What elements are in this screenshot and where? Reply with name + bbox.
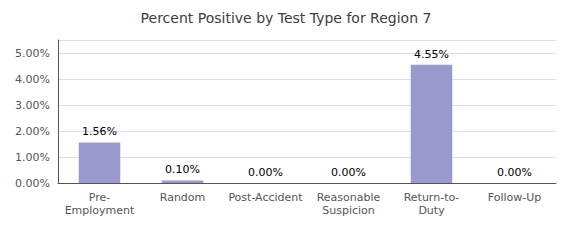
svg-text:Reasonable: Reasonable [317, 191, 381, 204]
svg-text:5.00%: 5.00% [15, 47, 50, 60]
svg-text:0.00%: 0.00% [15, 177, 50, 190]
svg-text:1.00%: 1.00% [15, 151, 50, 164]
svg-text:Random: Random [160, 191, 206, 204]
svg-text:2.00%: 2.00% [15, 125, 50, 138]
svg-text:Suspicion: Suspicion [322, 204, 375, 217]
svg-text:1.56%: 1.56% [82, 125, 117, 138]
svg-text:3.00%: 3.00% [15, 99, 50, 112]
svg-text:Duty: Duty [418, 204, 445, 217]
svg-text:Return-to-: Return-to- [404, 191, 460, 204]
svg-text:Pre-: Pre- [89, 191, 110, 204]
svg-text:Employment: Employment [65, 204, 135, 217]
svg-text:4.55%: 4.55% [414, 48, 449, 61]
svg-text:Percent Positive by Test Type: Percent Positive by Test Type for Region… [141, 10, 432, 26]
svg-text:0.10%: 0.10% [165, 163, 200, 176]
svg-text:0.00%: 0.00% [331, 166, 366, 179]
svg-text:4.00%: 4.00% [15, 73, 50, 86]
svg-text:0.00%: 0.00% [248, 166, 283, 179]
svg-text:0.00%: 0.00% [497, 166, 532, 179]
svg-text:Follow-Up: Follow-Up [488, 191, 542, 204]
svg-text:Post-Accident: Post-Accident [228, 191, 303, 204]
